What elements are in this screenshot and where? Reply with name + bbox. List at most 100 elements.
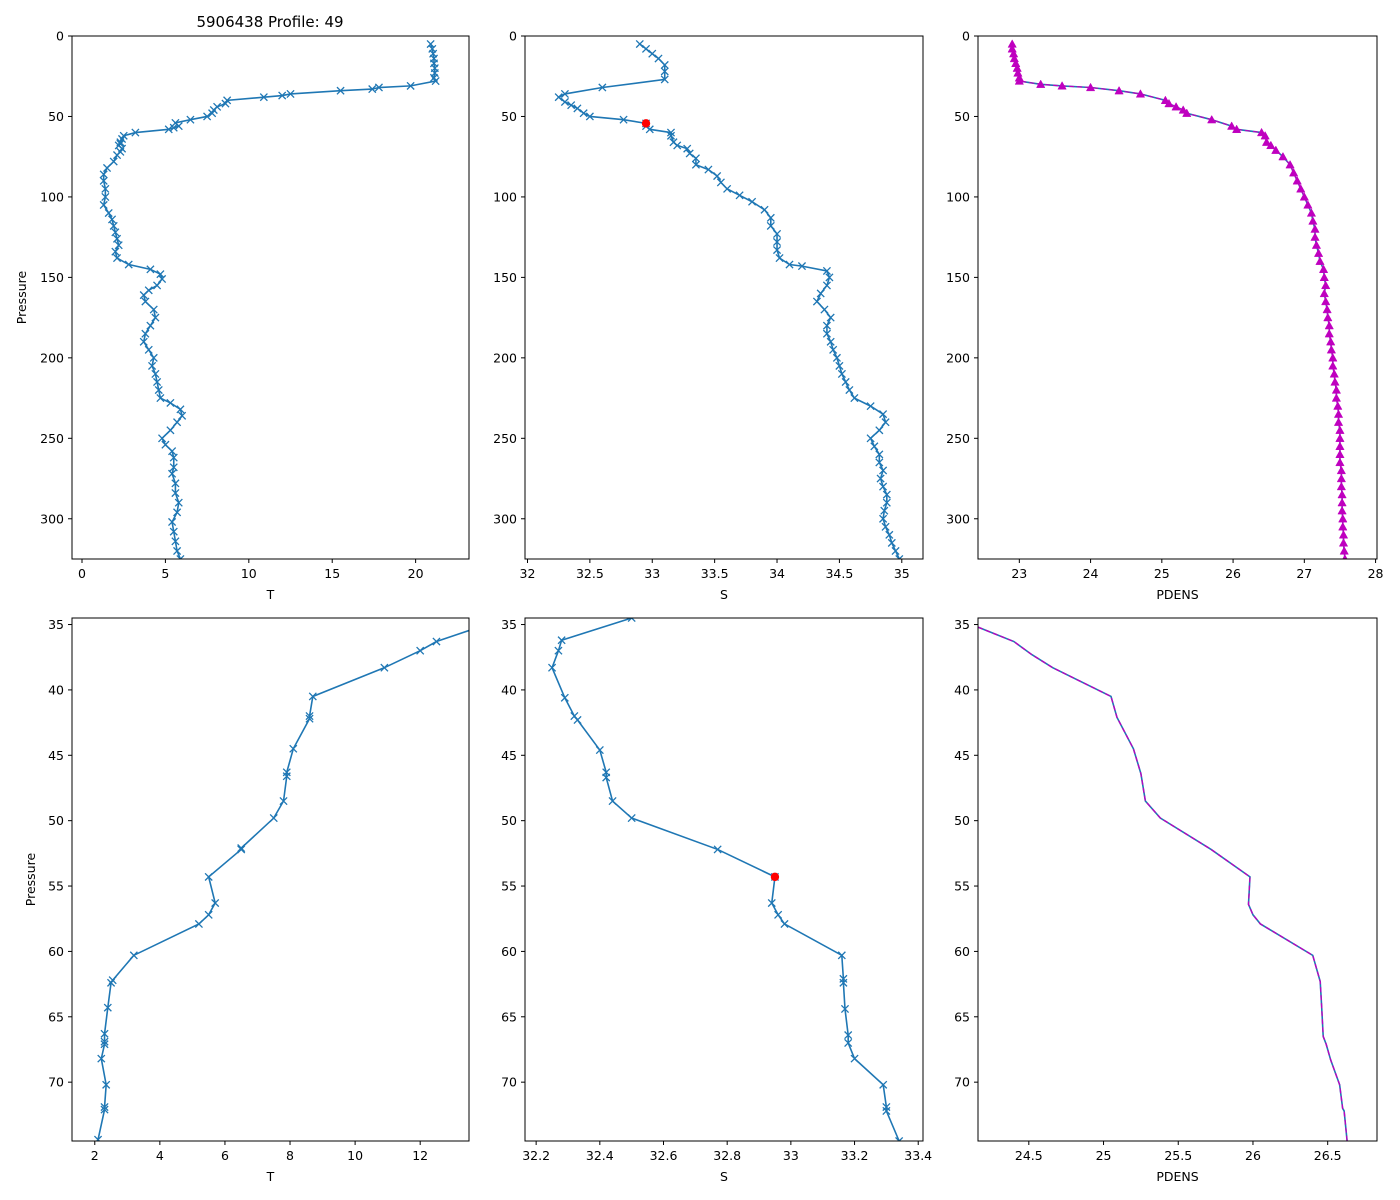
top-s-marker (882, 498, 891, 507)
top-pdens-marker (1322, 304, 1332, 314)
top-pdens-plot-area (1007, 39, 1349, 559)
bottom-t-marker (204, 872, 213, 881)
bottom-s-series-line (551, 618, 900, 1141)
bottom-t-y-tick-label: 60 (48, 944, 64, 959)
top-pdens-marker (1285, 160, 1295, 169)
top-pdens-x-tick-label: 28 (1368, 566, 1384, 581)
top-pdens-marker (1337, 489, 1347, 499)
bottom-s-marker (850, 1054, 859, 1063)
top-pdens-marker (1310, 232, 1320, 241)
bottom-s-marker (844, 1038, 853, 1047)
bottom-s-marker (839, 978, 848, 987)
bottom-s-x-axis-label: S (720, 1169, 728, 1184)
top-s-marker (579, 109, 588, 118)
top-pdens-x-tick-label: 26 (1225, 566, 1241, 581)
top-s-marker (660, 67, 669, 76)
bottom-t-marker (100, 1105, 109, 1114)
top-s-marker (882, 490, 891, 499)
bottom-t-marker (100, 1037, 109, 1046)
bottom-t-marker (305, 712, 314, 721)
top-s-y-tick-label: 150 (493, 270, 517, 285)
top-s-marker (880, 506, 889, 515)
bottom-s-marker (627, 618, 636, 623)
bottom-pdens-y-tick-label: 60 (954, 944, 970, 959)
top-s-marker (879, 466, 888, 475)
top-s-marker (735, 191, 744, 200)
top-s-marker (822, 321, 831, 330)
top-pdens-marker (1321, 280, 1331, 290)
bottom-s-x-tick-label: 32.6 (650, 1148, 678, 1163)
top-t-marker (278, 91, 287, 100)
top-pdens-marker (1328, 353, 1338, 362)
top-s-marker (772, 245, 782, 255)
top-pdens-y-tick-label: 150 (946, 270, 970, 285)
top-s-marker (691, 160, 700, 169)
top-t-marker (114, 241, 123, 250)
top-s-marker (713, 171, 722, 181)
top-t-y-tick-label: 300 (40, 511, 64, 526)
bottom-t-y-tick-label: 40 (48, 682, 64, 697)
top-pdens-y-tick-label: 100 (946, 189, 970, 204)
bottom-t-marker (282, 772, 291, 781)
top-t-marker (336, 86, 345, 95)
top-t-marker (166, 398, 175, 407)
top-t-marker (171, 479, 180, 488)
top-t-marker (203, 112, 212, 121)
top-t-marker (148, 361, 157, 370)
bottom-s-y-tick-label: 60 (501, 944, 517, 959)
top-s-y-tick-label: 100 (493, 189, 517, 204)
top-t-y-tick-label: 100 (40, 189, 64, 204)
top-pdens-marker (1315, 256, 1325, 265)
top-t-marker (131, 128, 140, 137)
bottom-t-marker (279, 796, 288, 806)
top-t-marker (168, 517, 177, 527)
top-s-marker (885, 530, 894, 539)
top-s-marker (683, 144, 692, 153)
top-pdens-marker (1135, 89, 1146, 98)
bottom-s-y-tick-label: 65 (501, 1009, 517, 1024)
top-s-marker (879, 514, 888, 523)
bottom-t-marker (194, 919, 203, 929)
bottom-t-y-tick-label: 65 (48, 1009, 64, 1024)
top-s-marker (666, 131, 676, 140)
top-s-marker (845, 385, 854, 395)
bottom-s-marker (780, 919, 789, 929)
top-s-marker (598, 83, 607, 92)
top-t-marker (168, 469, 177, 478)
top-s-marker (660, 60, 669, 70)
top-t-marker (109, 221, 118, 230)
top-t-marker (169, 123, 178, 132)
top-s-marker (829, 345, 838, 354)
top-s-marker (766, 213, 775, 222)
top-s-y-tick-label: 0 (509, 29, 517, 44)
top-t-marker (158, 434, 167, 443)
top-t-marker (156, 270, 165, 279)
bottom-pdens-x-tick-label: 26.5 (1314, 1148, 1342, 1163)
top-t-marker (149, 305, 158, 314)
top-t-plot-area (99, 39, 440, 559)
bottom-t-x-tick-label: 10 (347, 1148, 363, 1163)
top-pdens-x-tick-label: 24 (1083, 566, 1099, 581)
bottom-s-marker (548, 663, 557, 672)
top-t-marker (374, 83, 383, 92)
top-pdens-marker (1338, 530, 1349, 539)
top-pdens-marker (1323, 312, 1333, 322)
top-s-marker (748, 197, 757, 206)
top-pdens-marker (1057, 81, 1067, 90)
bottom-s-marker (554, 646, 563, 655)
panel-bottom-density: 24.5 25 25.5 26 26.5 35 40 45 50 55 60 65 70 PDENS (954, 617, 1378, 1184)
bottom-t-marker (93, 1135, 103, 1141)
top-t-marker (426, 39, 435, 49)
top-pdens-marker (1321, 296, 1331, 306)
top-t-marker (171, 537, 180, 546)
top-t-marker (173, 546, 182, 556)
top-pdens-x-tick-label: 27 (1296, 566, 1312, 581)
top-s-marker (560, 97, 569, 107)
top-pdens-marker (1338, 522, 1348, 531)
top-pdens-marker (1337, 497, 1347, 507)
bottom-pdens-series-line (978, 626, 1348, 1141)
bottom-t-marker (305, 714, 314, 723)
top-pdens-marker (1207, 114, 1217, 124)
top-pdens-marker (1324, 328, 1334, 338)
top-s-marker (635, 39, 644, 49)
